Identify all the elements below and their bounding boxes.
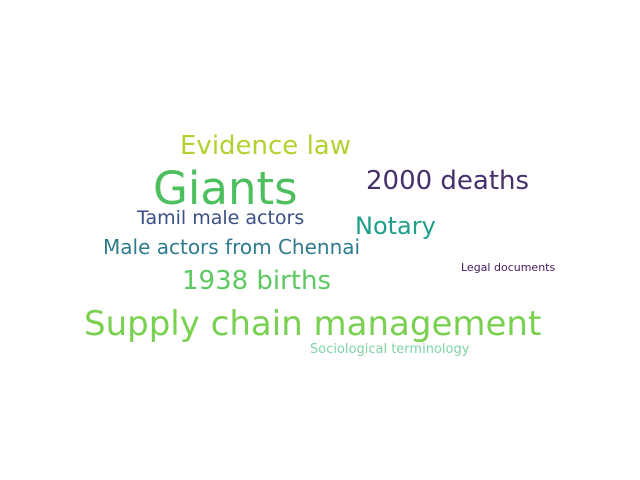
word-supply-chain-management: Supply chain management bbox=[84, 304, 542, 344]
word-legal-documents: Legal documents bbox=[461, 261, 556, 274]
word-notary: Notary bbox=[355, 212, 436, 240]
word-sociological-terminology: Sociological terminology bbox=[310, 342, 470, 357]
word-tamil-male-actors: Tamil male actors bbox=[137, 207, 305, 229]
word-1938-births: 1938 births bbox=[182, 266, 332, 296]
word-giants: Giants bbox=[153, 162, 298, 215]
word-evidence-law: Evidence law bbox=[180, 131, 351, 161]
word-2000-deaths: 2000 deaths bbox=[366, 166, 530, 196]
word-male-actors-from-chennai: Male actors from Chennai bbox=[103, 235, 361, 259]
